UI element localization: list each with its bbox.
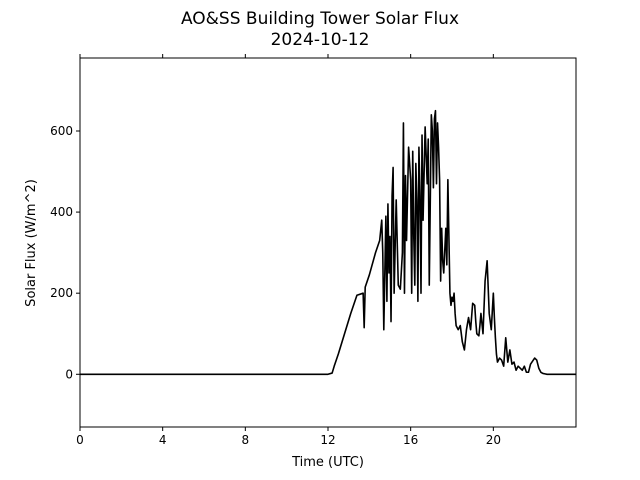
- y-tick-label: 600: [50, 124, 73, 138]
- plot-frame: [79, 57, 577, 428]
- y-tick-label: 0: [65, 367, 73, 381]
- x-tick-label: 12: [320, 433, 335, 447]
- plot-area: [80, 109, 576, 376]
- x-tick-label: 0: [76, 433, 84, 447]
- y-axis-label: Solar Flux (W/m^2): [24, 179, 39, 307]
- x-tick-label: 4: [159, 433, 167, 447]
- y-tick-label: 200: [50, 286, 73, 300]
- series-line: [80, 109, 576, 376]
- chart-title: AO&SS Building Tower Solar Flux: [181, 9, 459, 29]
- chart-subtitle: 2024-10-12: [271, 30, 370, 50]
- x-axis-label: Time (UTC): [291, 455, 364, 470]
- x-tick-label: 16: [403, 433, 418, 447]
- x-tick-label: 20: [486, 433, 501, 447]
- x-tick-label: 8: [242, 433, 250, 447]
- y-tick-label: 400: [50, 205, 73, 219]
